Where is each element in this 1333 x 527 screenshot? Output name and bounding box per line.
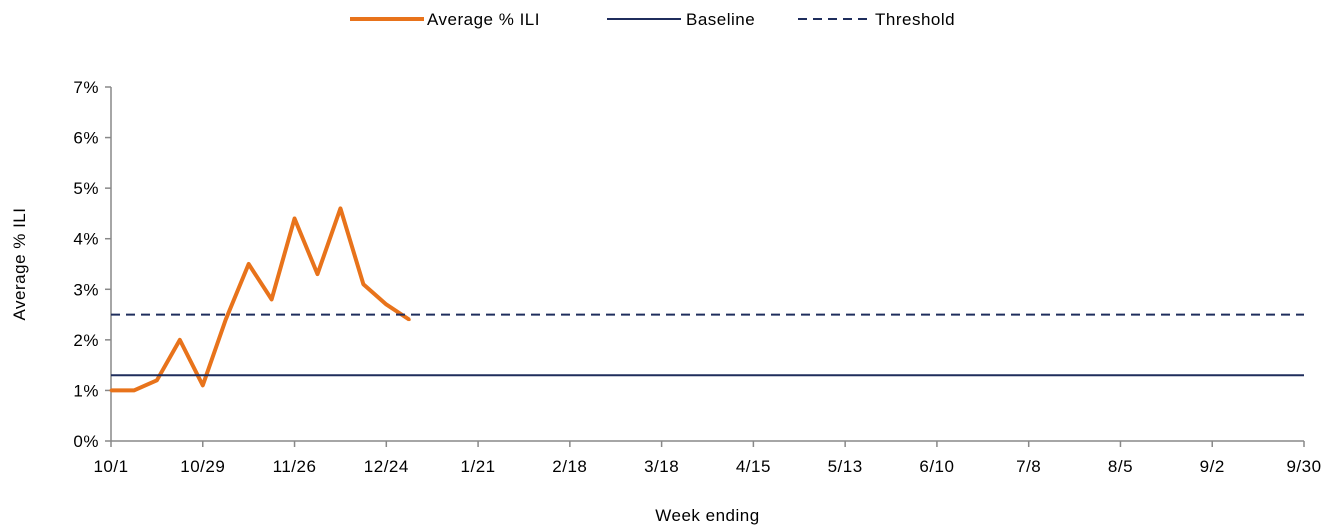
x-tick-label: 7/8 xyxy=(1016,457,1041,476)
legend-item: Baseline xyxy=(607,10,755,29)
x-tick-label: 3/18 xyxy=(644,457,679,476)
average-ili-point xyxy=(384,302,388,306)
legend-label: Average % ILI xyxy=(427,10,540,29)
series-layer xyxy=(109,206,1304,393)
y-tick-label: 7% xyxy=(73,78,99,97)
x-tick-label: 9/2 xyxy=(1200,457,1225,476)
y-tick-label: 6% xyxy=(73,129,99,148)
average-ili-point xyxy=(407,318,411,322)
y-axis-ticks: 0% 1% 2% 3% 4% 5% 6% 7% xyxy=(73,78,111,451)
average-ili-point xyxy=(293,216,297,220)
legend: Average % ILI Baseline Threshold xyxy=(350,10,955,29)
legend-label: Threshold xyxy=(875,10,955,29)
average-ili-point xyxy=(315,272,319,276)
average-ili-point xyxy=(178,338,182,342)
y-tick-label: 2% xyxy=(73,331,99,350)
x-tick-label: 11/26 xyxy=(273,457,317,476)
legend-label: Baseline xyxy=(686,10,755,29)
average-ili-point xyxy=(270,297,274,301)
y-tick-label: 0% xyxy=(73,432,99,451)
average-ili-point xyxy=(338,206,342,210)
x-axis-ticks: 10/1 10/29 11/26 12/24 1/21 2/18 3/18 4/15 5/13 6… xyxy=(93,441,1321,476)
x-tick-label: 8/5 xyxy=(1108,457,1133,476)
x-tick-label: 10/29 xyxy=(180,457,225,476)
x-tick-label: 2/18 xyxy=(552,457,587,476)
average-ili-point xyxy=(224,318,228,322)
average-ili-line xyxy=(111,206,411,393)
y-tick-label: 3% xyxy=(73,280,99,299)
x-tick-label: 1/21 xyxy=(461,457,496,476)
x-tick-label: 5/13 xyxy=(828,457,863,476)
x-tick-label: 10/1 xyxy=(93,457,128,476)
x-axis-title: Week ending xyxy=(655,506,759,525)
average-ili-point xyxy=(361,282,365,286)
y-tick-label: 4% xyxy=(73,230,99,249)
x-tick-label: 4/15 xyxy=(736,457,771,476)
y-tick-label: 5% xyxy=(73,179,99,198)
x-tick-label: 6/10 xyxy=(919,457,954,476)
average-ili-point xyxy=(132,388,136,392)
average-ili-point xyxy=(109,388,113,392)
y-tick-label: 1% xyxy=(73,381,99,400)
average-ili-point xyxy=(247,262,251,266)
y-axis-title: Average % ILI xyxy=(10,208,29,321)
x-tick-label: 9/30 xyxy=(1286,457,1321,476)
x-tick-label: 12/24 xyxy=(364,457,409,476)
average-ili-point xyxy=(155,378,159,382)
legend-item: Average % ILI xyxy=(350,10,540,29)
average-ili-point xyxy=(201,383,205,387)
legend-item: Threshold xyxy=(798,10,955,29)
